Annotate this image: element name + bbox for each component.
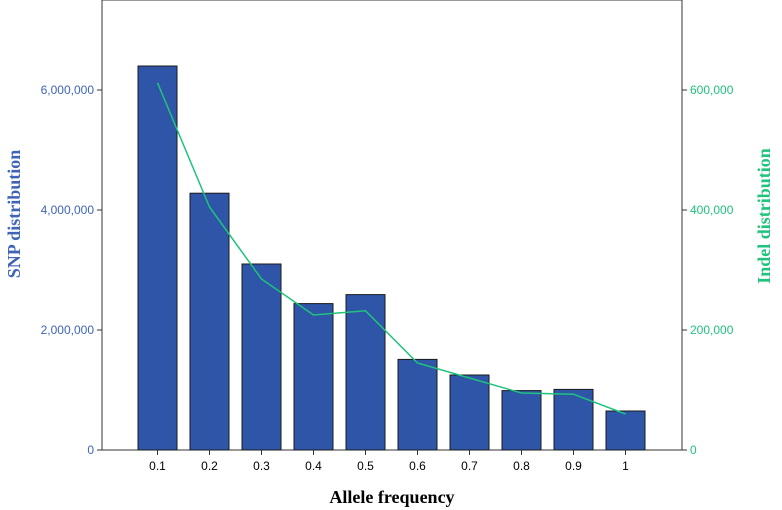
bars-group [137, 65, 646, 451]
right-tick-label: 400,000 [690, 203, 734, 217]
bar-0.9 [553, 388, 594, 451]
bar-0.1 [137, 65, 178, 451]
indel-line [156, 82, 626, 415]
right-tick-label: 0 [690, 443, 697, 457]
right-tick-label: 600,000 [690, 83, 734, 97]
bar-0.4 [293, 303, 334, 451]
bar-0.2 [189, 192, 230, 451]
bar-0.6 [397, 358, 438, 451]
y-axis-right-title: Indel distribution [754, 148, 774, 284]
left-tick-label: 6,000,000 [41, 83, 95, 97]
bar-0.3 [241, 263, 282, 451]
x-tick-label: 0.4 [305, 459, 322, 473]
x-tick-label: 0.3 [253, 459, 270, 473]
x-tick-label: 0.9 [565, 459, 582, 473]
bar-0.5 [345, 294, 386, 451]
line-group [156, 82, 626, 415]
bar-1 [605, 410, 646, 451]
left-tick-label: 4,000,000 [41, 203, 95, 217]
bar-0.8 [501, 390, 542, 451]
x-axis: 0.1 0.2 0.3 0.4 0.5 0.6 0.7 0.8 0.9 1 [149, 450, 629, 473]
left-tick-label: 2,000,000 [41, 323, 95, 337]
x-tick-label: 0.7 [461, 459, 478, 473]
right-axis: 0 200,000 400,000 600,000 [682, 83, 734, 457]
left-axis: 0 2,000,000 4,000,000 6,000,000 [41, 83, 102, 457]
x-tick-label: 0.8 [513, 459, 530, 473]
x-tick-label: 0.5 [357, 459, 374, 473]
x-tick-label: 1 [622, 459, 629, 473]
x-tick-label: 0.1 [149, 459, 166, 473]
y-axis-left-title: SNP distribution [4, 150, 24, 279]
bar-0.7 [449, 374, 490, 451]
x-axis-title: Allele frequency [329, 487, 454, 507]
right-tick-label: 200,000 [690, 323, 734, 337]
x-tick-label: 0.2 [201, 459, 218, 473]
x-tick-label: 0.6 [409, 459, 426, 473]
plot-frame [101, 0, 683, 451]
left-tick-label: 0 [87, 443, 94, 457]
